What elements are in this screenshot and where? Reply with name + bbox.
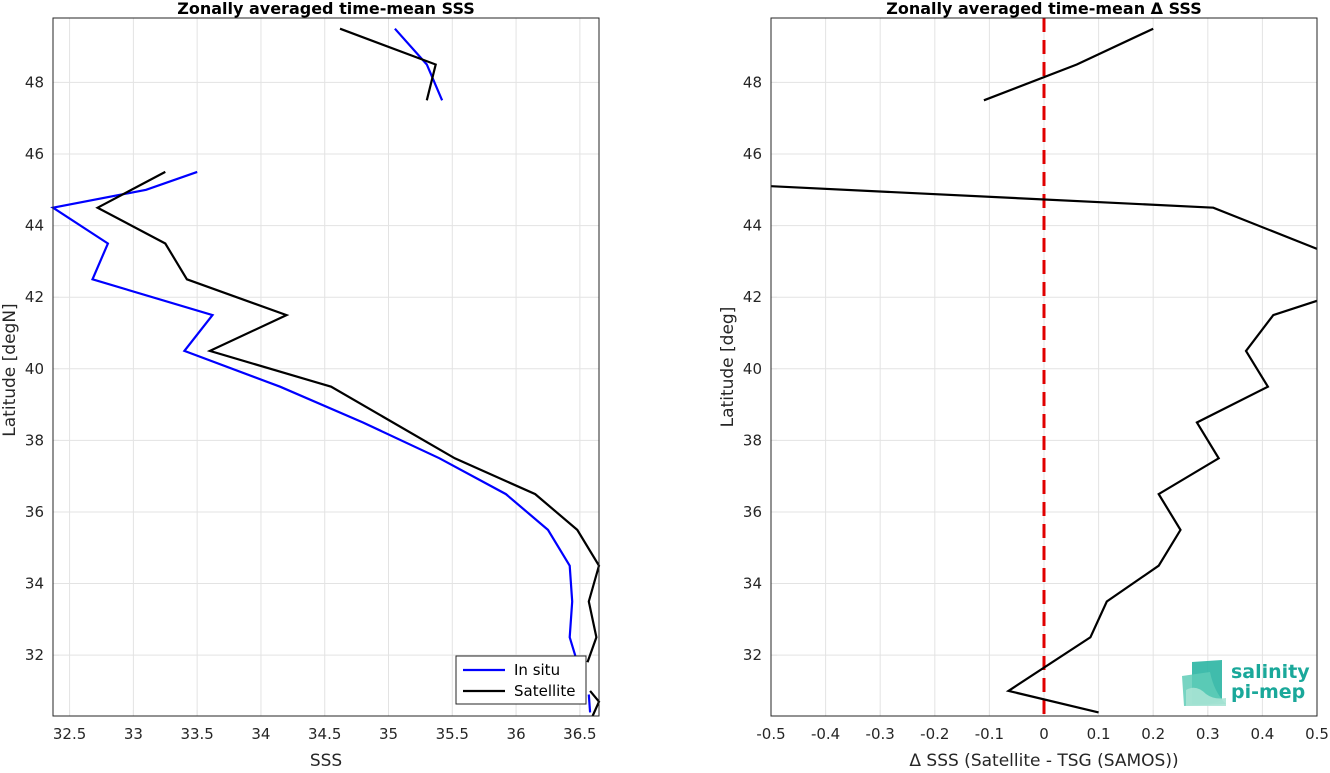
y-tick-label: 42 [25,288,44,306]
series-line-satellite [95,170,601,663]
sss-panel: Zonally averaged time-mean SSS 32.5 33 33.… [0,0,601,771]
grid [53,18,599,716]
salinity-pi-mep-logo: salinity pi-mep [1182,660,1310,706]
x-tick-label: 35 [379,725,398,743]
x-tick-labels: 32.5 33 33.5 34 34.5 35 35.5 36 36.5 [53,725,597,743]
y-tick-label: 34 [743,575,762,593]
x-tick-label: 0.2 [1141,725,1165,743]
legend: In situ Satellite [455,655,587,705]
series-lines [770,18,1318,716]
legend-label-in-situ: In situ [514,661,560,679]
y-tick-label: 32 [25,646,44,664]
plot-frame [52,17,600,717]
delta-sss-panel: Zonally averaged time-mean Δ SSS -0.5 -0.… [718,0,1329,771]
series-line-in-situ [394,27,444,101]
y-tick-label: 44 [743,217,762,235]
y-tick-label: 34 [25,575,44,593]
series-lines [50,27,601,717]
x-tick-label: -0.5 [756,725,785,743]
x-tick-label: -0.2 [920,725,949,743]
x-tick-label: 0.3 [1196,725,1220,743]
y-tick-label: 36 [25,503,44,521]
y-tick-label: 32 [743,646,762,664]
y-tick-label: 42 [743,288,762,306]
y-axis-label: Latitude [degN] [0,303,20,436]
y-tick-label: 40 [25,360,44,378]
y-tick-label: 38 [25,431,44,449]
plot-frame [770,17,1318,717]
x-tick-label: 0.4 [1250,725,1274,743]
chart-title: Zonally averaged time-mean Δ SSS [886,0,1202,18]
x-tick-label: 36.5 [563,725,596,743]
y-tick-label: 40 [743,360,762,378]
x-tick-label: 35.5 [436,725,469,743]
series-line-satellite [589,690,601,717]
x-axis-label: Δ SSS (Satellite - TSG (SAMOS)) [909,751,1178,769]
x-tick-label: 36 [507,725,526,743]
x-tick-labels: -0.5 -0.4 -0.3 -0.2 -0.1 0 0.1 0.2 0.3 0.4 0.5 [756,725,1329,743]
series-line-satellite [339,27,438,101]
x-axis-label: SSS [310,751,342,769]
y-tick-labels: 32 34 36 38 40 42 44 46 48 [25,73,44,664]
chart-title: Zonally averaged time-mean SSS [177,0,475,18]
x-tick-label: 32.5 [53,725,86,743]
series-line-series-0 [983,27,1154,102]
x-tick-label: 34 [251,725,270,743]
grid [770,18,1318,716]
y-tick-label: 36 [743,503,762,521]
y-axis-label: Latitude [deg] [718,307,738,428]
logo-text-salinity: salinity [1231,661,1310,683]
x-tick-label: -0.4 [811,725,840,743]
y-tick-label: 48 [25,73,44,91]
x-tick-label: 33 [124,725,143,743]
logo-text-pi-mep: pi-mep [1231,681,1305,703]
legend-label-satellite: Satellite [514,682,575,700]
y-tick-label: 38 [743,431,762,449]
y-tick-label: 48 [743,73,762,91]
x-tick-label: 33.5 [180,725,213,743]
series-line-series-0 [1005,299,1318,714]
legend-box [455,655,587,705]
y-tick-label: 44 [25,217,44,235]
x-tick-label: -0.3 [866,725,895,743]
y-tick-label: 46 [743,145,762,163]
x-tick-label: 0 [1039,725,1049,743]
x-tick-label: 34.5 [308,725,341,743]
logo-wave-icon [1182,660,1226,706]
x-tick-label: 0.1 [1087,725,1111,743]
series-line-series-0 [770,185,1318,250]
series-line-in-situ [50,170,579,663]
y-tick-labels: 32 34 36 38 40 42 44 46 48 [743,73,762,664]
x-tick-label: 0.5 [1305,725,1329,743]
y-tick-label: 46 [25,145,44,163]
x-tick-label: -0.1 [975,725,1004,743]
series-line-in-situ [587,694,592,713]
